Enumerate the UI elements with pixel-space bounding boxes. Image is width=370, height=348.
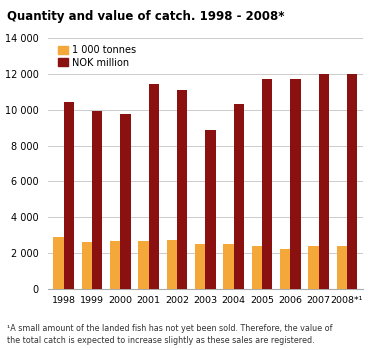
- Bar: [252, 246, 262, 289]
- Bar: [223, 244, 234, 289]
- Text: ¹A small amount of the landed fish has not yet been sold. Therefore, the value o: ¹A small amount of the landed fish has n…: [7, 324, 333, 345]
- Bar: [120, 114, 131, 289]
- Bar: [347, 74, 357, 289]
- Bar: [262, 79, 272, 289]
- Bar: [138, 241, 149, 289]
- Bar: [195, 244, 205, 289]
- Bar: [290, 79, 300, 289]
- Bar: [309, 246, 319, 289]
- Bar: [337, 246, 347, 289]
- Bar: [82, 242, 92, 289]
- Bar: [110, 240, 120, 289]
- Bar: [177, 90, 187, 289]
- Bar: [205, 130, 216, 289]
- Bar: [167, 240, 177, 289]
- Bar: [149, 84, 159, 289]
- Legend: 1 000 tonnes, NOK million: 1 000 tonnes, NOK million: [56, 43, 138, 70]
- Bar: [280, 248, 290, 289]
- Bar: [319, 74, 329, 289]
- Bar: [54, 237, 64, 289]
- Bar: [234, 104, 244, 289]
- Text: Quantity and value of catch. 1998 - 2008*: Quantity and value of catch. 1998 - 2008…: [7, 10, 285, 23]
- Bar: [64, 102, 74, 289]
- Bar: [92, 111, 102, 289]
